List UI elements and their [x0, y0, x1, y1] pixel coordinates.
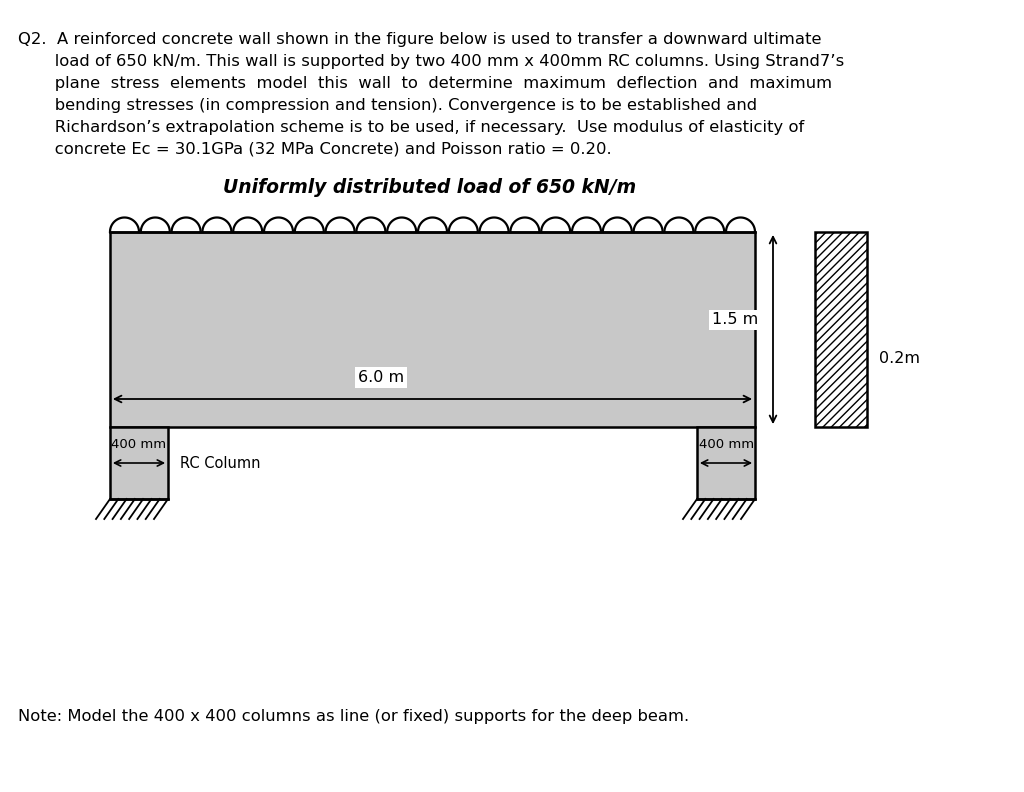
- Text: 1.5 m: 1.5 m: [712, 312, 758, 327]
- Text: load of 650 kN/m. This wall is supported by two 400 mm x 400mm RC columns. Using: load of 650 kN/m. This wall is supported…: [18, 54, 844, 69]
- Bar: [110, 427, 168, 499]
- Text: Richardson’s extrapolation scheme is to be used, if necessary.  Use modulus of e: Richardson’s extrapolation scheme is to …: [18, 120, 804, 135]
- Text: concrete Ec = 30.1GPa (32 MPa Concrete) and Poisson ratio = 0.20.: concrete Ec = 30.1GPa (32 MPa Concrete) …: [18, 142, 611, 157]
- Text: 6.0 m: 6.0 m: [357, 370, 403, 385]
- Text: bending stresses (in compression and tension). Convergence is to be established : bending stresses (in compression and ten…: [18, 98, 757, 113]
- Text: RC Column: RC Column: [180, 455, 260, 470]
- Text: Uniformly distributed load of 650 kN/m: Uniformly distributed load of 650 kN/m: [223, 178, 637, 197]
- Text: 400 mm: 400 mm: [111, 438, 166, 451]
- Text: 400 mm: 400 mm: [699, 438, 754, 451]
- Bar: [697, 427, 755, 499]
- Text: 0.2m: 0.2m: [879, 351, 920, 366]
- Bar: [815, 232, 867, 427]
- Text: Q2.  A reinforced concrete wall shown in the figure below is used to transfer a : Q2. A reinforced concrete wall shown in …: [18, 32, 821, 47]
- Bar: [110, 232, 755, 427]
- Text: Note: Model the 400 x 400 columns as line (or fixed) supports for the deep beam.: Note: Model the 400 x 400 columns as lin…: [18, 709, 689, 724]
- Text: plane  stress  elements  model  this  wall  to  determine  maximum  deflection  : plane stress elements model this wall to…: [18, 76, 833, 91]
